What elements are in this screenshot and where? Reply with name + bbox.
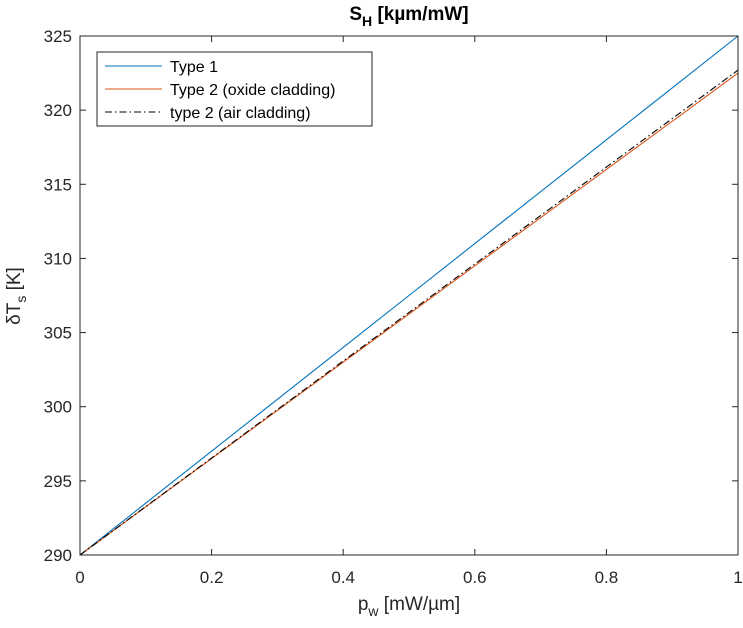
series-line-1 (79, 35, 739, 556)
axes-box (79, 35, 739, 556)
y-axis-label-suffix: [K] (4, 267, 25, 296)
y-axis-label: δTs [K] (4, 267, 29, 325)
chart-title: SH [kµm/mW] (349, 4, 468, 29)
y-tick-label: 290 (44, 546, 72, 565)
x-tick-label: 0.8 (595, 568, 619, 587)
y-axis-label-subscript: s (13, 296, 29, 303)
x-axis-label: pw [mW/µm] (358, 594, 460, 619)
x-tick-label: 0.2 (200, 568, 224, 587)
series-line-3 (79, 69, 739, 556)
y-tick-label: 310 (44, 249, 72, 268)
y-tick-label: 325 (44, 27, 72, 46)
chart-title-suffix: [kµm/mW] (372, 4, 468, 25)
x-axis-label-suffix: [mW/µm] (379, 594, 461, 615)
plot-area (79, 35, 739, 556)
legend-label-2: Type 2 (oxide cladding) (170, 82, 335, 99)
x-tick-label: 1 (733, 568, 742, 587)
x-tick-label: 0.4 (331, 568, 355, 587)
legend-label-1: Type 1 (170, 59, 218, 76)
chart-title-subscript: H (362, 13, 372, 29)
y-tick-label: 295 (44, 472, 72, 491)
chart-title-main: S (349, 4, 362, 25)
y-tick-label: 315 (44, 175, 72, 194)
y-tick-label: 300 (44, 398, 72, 417)
y-tick-label: 320 (44, 101, 72, 120)
x-axis-label-subscript: w (367, 603, 379, 619)
y-axis-label-main: δT (4, 302, 25, 325)
x-axis-label-main: p (358, 594, 369, 615)
x-tick-label: 0 (75, 568, 84, 587)
x-tick-label: 0.6 (463, 568, 487, 587)
y-tick-label: 305 (44, 324, 72, 343)
legend: Type 1 Type 2 (oxide cladding) type 2 (air… (96, 51, 373, 127)
axes: 0 0.2 0.4 0.6 0.8 1 290 295 300 305 310 315 320 325 (44, 27, 743, 587)
legend-label-3: type 2 (air cladding) (170, 105, 311, 122)
